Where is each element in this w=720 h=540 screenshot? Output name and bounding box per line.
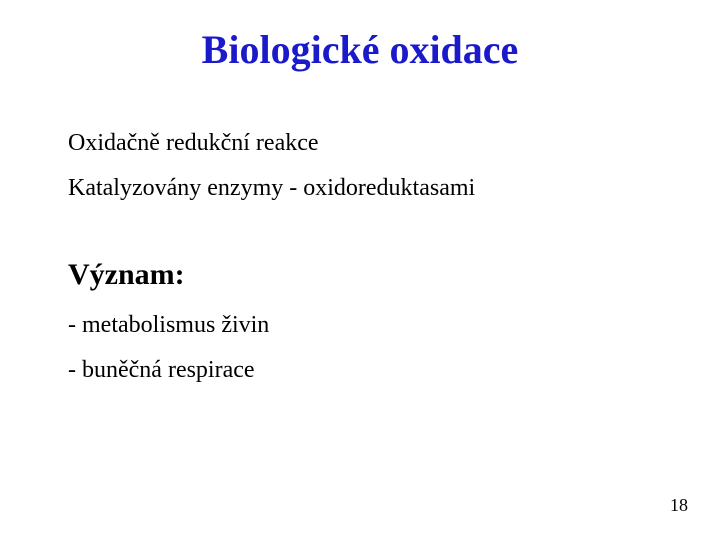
slide-title: Biologické oxidace [0,26,720,73]
body-bullet-1: - metabolismus živin [68,312,648,339]
page-number: 18 [670,495,688,516]
body-bullet-2: - buněčná respirace [68,357,648,384]
body-line-2: Katalyzovány enzymy - oxidoreduktasami [68,175,648,202]
slide-body: Oxidačně redukční reakce Katalyzovány en… [68,130,648,402]
body-line-1: Oxidačně redukční reakce [68,130,648,157]
body-subhead: Význam: [68,258,648,292]
slide: Biologické oxidace Oxidačně redukční rea… [0,0,720,540]
